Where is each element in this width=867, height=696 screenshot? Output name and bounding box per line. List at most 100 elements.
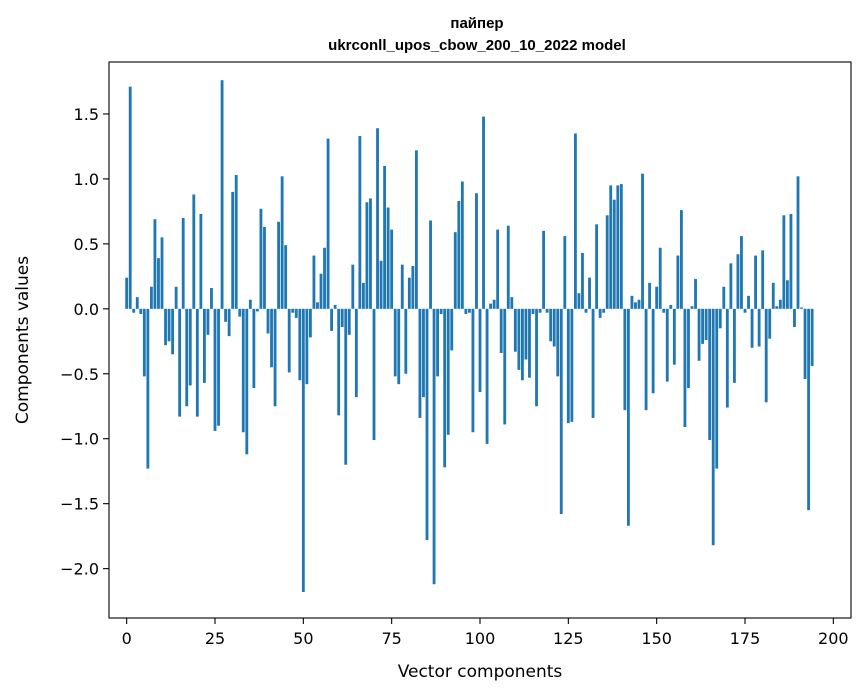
bar (153, 219, 157, 309)
bar (552, 308, 556, 347)
bar (135, 297, 139, 309)
bar (241, 308, 245, 433)
bar (683, 308, 687, 428)
bar (793, 308, 796, 328)
bar (810, 308, 814, 366)
bar (457, 201, 461, 309)
bar (185, 308, 189, 407)
bar (361, 282, 365, 309)
bar (142, 308, 146, 377)
bar (277, 221, 281, 309)
bar (287, 308, 291, 373)
bar (301, 308, 305, 593)
bar (475, 193, 478, 309)
bar (573, 133, 577, 309)
bar (192, 194, 196, 309)
bar (248, 299, 252, 309)
bar (506, 225, 510, 309)
bar (436, 308, 440, 377)
bar (626, 308, 630, 526)
bar (701, 308, 705, 344)
bar (171, 308, 175, 355)
bar (800, 307, 803, 309)
bar (570, 308, 574, 422)
x-axis-label: Vector components (398, 662, 563, 682)
bar (785, 280, 789, 309)
bar (252, 308, 256, 389)
bar (595, 224, 599, 309)
bar (323, 247, 326, 309)
bar (524, 308, 528, 360)
bar (174, 286, 178, 309)
bar (206, 308, 210, 335)
x-axis-ticks: 0 25 50 75 100 125 150 175 200 (122, 618, 849, 648)
bar (149, 286, 153, 309)
bar (376, 128, 379, 309)
bar (542, 230, 546, 309)
bar (308, 308, 312, 338)
bar (651, 308, 655, 394)
bar (669, 304, 673, 309)
bar (676, 255, 680, 309)
bar (535, 308, 538, 407)
bar (722, 286, 726, 309)
bar (807, 308, 811, 511)
bar (224, 308, 228, 322)
bar (747, 295, 750, 309)
bar (612, 199, 616, 309)
bar (789, 213, 793, 309)
bar (559, 308, 563, 515)
bar (496, 229, 500, 309)
bar (672, 308, 676, 365)
bar (227, 308, 231, 337)
bar (354, 308, 358, 398)
bar (400, 264, 404, 309)
bar (263, 226, 266, 309)
bar (662, 308, 666, 313)
bar (337, 308, 341, 416)
bar (489, 303, 493, 309)
bar (616, 185, 620, 309)
bar (333, 304, 337, 309)
bar (439, 308, 443, 315)
y-axis-label: Components values (13, 256, 33, 424)
bar (453, 232, 457, 309)
bar (125, 277, 129, 309)
bar (450, 308, 454, 351)
bar (411, 265, 415, 309)
bar (188, 308, 192, 386)
bars-group (125, 80, 814, 593)
bar (725, 308, 729, 408)
bar (446, 308, 450, 435)
bar (404, 308, 408, 374)
bar (351, 264, 355, 309)
bar (740, 236, 743, 309)
bar (715, 308, 719, 469)
x-tick-label: 175 (730, 629, 761, 648)
bar (764, 308, 768, 403)
bar (528, 308, 531, 378)
bar (379, 260, 383, 309)
bar (464, 308, 468, 315)
bar (407, 277, 411, 309)
y-axis-ticks: −2.0 −1.5 −1.0 −0.5 0.0 0.5 1.0 1.5 (60, 105, 109, 579)
bar (312, 255, 316, 309)
bar (195, 308, 199, 417)
bar (160, 237, 164, 309)
x-tick-label: 150 (641, 629, 672, 648)
bar (280, 176, 284, 309)
bar (369, 198, 372, 309)
bar (291, 308, 295, 313)
bar (266, 308, 270, 334)
bar (619, 184, 623, 309)
bar (510, 297, 514, 309)
bar (383, 165, 387, 309)
bar (139, 308, 143, 315)
y-tick-label: 1.5 (74, 105, 99, 124)
bar (545, 308, 549, 313)
bar (347, 308, 351, 335)
bar (270, 308, 273, 368)
bar (665, 308, 669, 382)
bar (255, 308, 259, 312)
